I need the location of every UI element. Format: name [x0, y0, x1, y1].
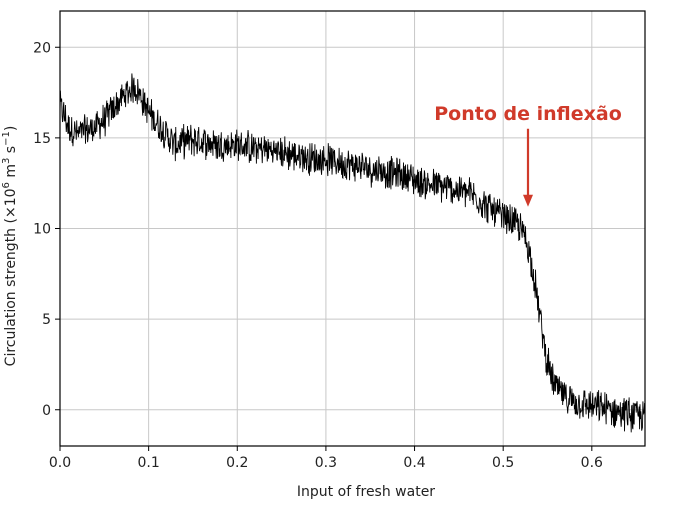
y-label-exp2: 3 — [1, 158, 12, 164]
y-label-mid2: s — [3, 146, 19, 158]
x-tick-label: 0.6 — [581, 455, 603, 471]
y-tick-label: 10 — [33, 222, 51, 238]
y-label-end: ) — [3, 126, 19, 131]
grid — [59, 11, 645, 446]
plot-area — [59, 73, 646, 433]
y-tick-label: 15 — [33, 131, 51, 147]
y-tick-label: 5 — [42, 312, 51, 328]
y-label-exp3: −1 — [1, 131, 12, 146]
x-tick-label: 0.1 — [138, 455, 160, 471]
y-tick-label: 0 — [42, 403, 51, 419]
y-tick-label: 20 — [33, 40, 51, 56]
y-axis: 0 5 10 15 20 — [33, 40, 60, 419]
x-tick-label: 0.5 — [492, 455, 514, 471]
x-axis-label: Input of fresh water — [297, 484, 435, 500]
x-tick-label: 0.3 — [315, 455, 337, 471]
y-label-exp1: 6 — [1, 182, 12, 188]
y-axis-label: Circulation strength (×106 m3 s−1) — [1, 126, 19, 367]
series-line — [59, 73, 646, 433]
x-tick-label: 0.4 — [403, 455, 425, 471]
x-axis: 0.0 0.1 0.2 0.3 0.4 0.5 0.6 — [49, 446, 603, 471]
annotation-arrowhead — [523, 194, 533, 207]
x-tick-label: 0.2 — [226, 455, 248, 471]
x-tick-label: 0.0 — [49, 455, 71, 471]
annotation-label: Ponto de inflexão — [434, 103, 622, 125]
y-label-main: Circulation strength (×10 — [3, 188, 19, 366]
inflection-annotation: Ponto de inflexão — [434, 103, 622, 207]
y-label-mid: m — [3, 164, 19, 182]
